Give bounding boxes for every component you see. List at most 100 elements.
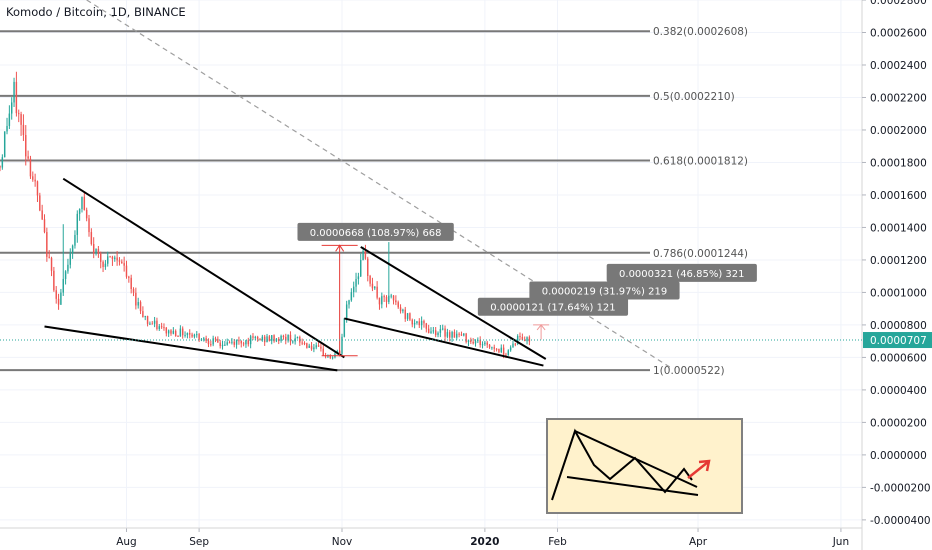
candle-body xyxy=(523,339,526,342)
candle-body xyxy=(320,346,322,349)
y-tick-label: 0.0002200 xyxy=(870,92,927,104)
candle-body xyxy=(385,296,388,302)
y-tick-label: 0.0001800 xyxy=(870,157,927,169)
candle-body xyxy=(69,253,71,265)
candle-body xyxy=(383,296,385,298)
candle-body xyxy=(388,295,390,302)
fib-level-label: 1(0.0000522) xyxy=(653,365,725,377)
candle-body xyxy=(60,292,62,305)
candle-body xyxy=(83,196,86,210)
candle-body xyxy=(156,320,158,329)
candle-body xyxy=(472,341,474,344)
candle-body xyxy=(104,263,107,267)
y-tick-label: 0.0000800 xyxy=(870,320,927,332)
fib-level-label: 0.382(0.0002608) xyxy=(653,26,748,38)
measure-label-text: 0.0000121 (17.64%) 121 xyxy=(490,303,615,314)
candle-body xyxy=(217,338,219,343)
candle-body xyxy=(514,343,517,345)
candle-body xyxy=(270,335,273,341)
candle-body xyxy=(465,333,467,342)
candle-body xyxy=(404,309,406,319)
wedge-trend-line xyxy=(360,246,547,360)
candle-body xyxy=(474,341,477,344)
measure-bracket-arrow xyxy=(335,244,345,252)
candle-body xyxy=(0,165,1,168)
candle-body xyxy=(13,81,15,103)
candle-body xyxy=(231,341,233,343)
candle-body xyxy=(406,313,409,319)
wedge-trend-line xyxy=(344,317,544,367)
candle-body xyxy=(149,323,151,325)
candle-body xyxy=(360,260,362,277)
candle-body xyxy=(109,256,111,258)
candle-body xyxy=(294,338,296,342)
candle-body xyxy=(153,320,156,324)
candle-body xyxy=(228,342,231,344)
candle-body xyxy=(102,261,104,267)
candle-body xyxy=(341,336,343,354)
candle-body xyxy=(486,342,488,345)
candle-body xyxy=(254,336,257,338)
candle-body xyxy=(498,348,500,353)
candle-body xyxy=(205,338,207,341)
candle-body xyxy=(10,102,13,114)
time-axis[interactable]: Aug Sep Nov 2020 Feb Apr Jun xyxy=(0,527,862,548)
candle-body xyxy=(29,158,32,177)
candle-body xyxy=(505,354,507,356)
candle-body xyxy=(350,292,353,301)
candle-body xyxy=(186,333,189,335)
candle-body xyxy=(439,328,442,333)
candle-body xyxy=(331,357,334,359)
candle-body xyxy=(357,276,360,279)
dashed-trend-line xyxy=(86,0,671,368)
candle-body xyxy=(322,348,324,356)
measure-label-text: 0.0000321 (46.85%) 321 xyxy=(619,269,744,280)
candle-body xyxy=(402,309,404,312)
candles xyxy=(0,71,531,360)
candle-body xyxy=(46,232,48,257)
candle-body xyxy=(285,336,287,341)
candle-body xyxy=(125,265,128,277)
candle-body xyxy=(491,347,493,349)
candle-body xyxy=(64,271,67,279)
candle-body xyxy=(57,298,60,305)
y-tick-label: 0.0000000 xyxy=(870,450,927,462)
candle-body xyxy=(418,321,421,326)
candle-body xyxy=(399,307,402,312)
candle-body xyxy=(22,124,25,136)
candle-body xyxy=(427,328,430,333)
candle-body xyxy=(352,286,355,293)
candle-body xyxy=(371,283,374,289)
candle-body xyxy=(441,328,444,330)
pattern-inset-box xyxy=(546,418,743,514)
candle-body xyxy=(446,332,449,337)
candle-body xyxy=(509,347,512,351)
x-tick-label: Nov xyxy=(332,536,353,548)
candle-body xyxy=(484,342,486,345)
candle-body xyxy=(481,344,484,346)
measure-arrow-head xyxy=(536,324,546,331)
candle-body xyxy=(221,344,224,347)
candle-body xyxy=(48,256,50,258)
wedge-trend-line xyxy=(62,177,345,359)
price-axis[interactable]: 0.0002800 0.0002600 0.0002400 0.0002200 0.00… xyxy=(861,0,931,550)
candle-body xyxy=(92,244,95,254)
dashed-resistance-line xyxy=(86,0,671,368)
breakout-arrow xyxy=(687,461,709,479)
candle-body xyxy=(381,296,383,305)
candle-body xyxy=(116,257,118,261)
y-tick-label: 0.0000400 xyxy=(870,385,927,397)
measure-label-box xyxy=(529,281,680,300)
candle-body xyxy=(256,336,259,339)
fibonacci-levels: 0.382(0.0002608) 0.5(0.0002210) 0.618(0.00… xyxy=(0,26,748,377)
candle-body xyxy=(214,338,217,340)
candle-body xyxy=(107,256,109,264)
candle-body xyxy=(397,302,399,308)
candle-body xyxy=(43,219,46,233)
candle-body xyxy=(170,330,172,334)
candle-body xyxy=(280,335,282,341)
chart-title: Komodo / Bitcoin, 1D, BINANCE xyxy=(6,5,186,19)
candle-body xyxy=(451,331,453,338)
candle-body xyxy=(423,320,425,324)
